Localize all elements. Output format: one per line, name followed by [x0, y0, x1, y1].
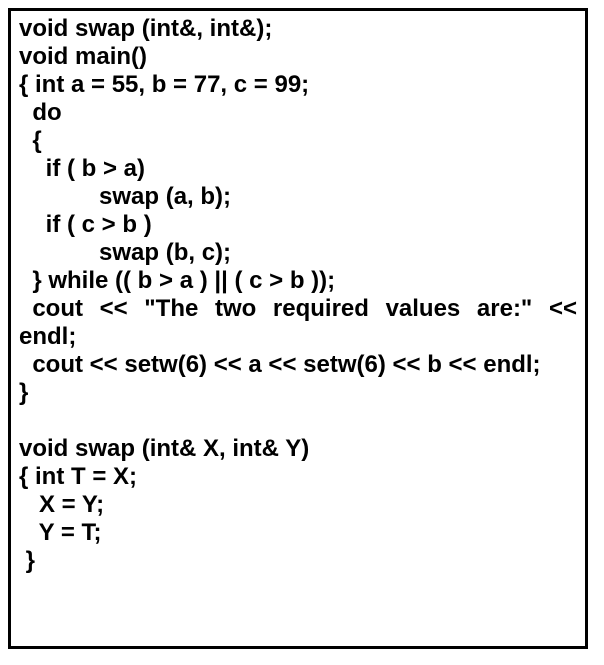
code-line: } [19, 379, 577, 407]
code-token: << [100, 295, 128, 323]
code-box: void swap (int&, int&);void main(){ int … [8, 8, 588, 649]
gap [256, 295, 273, 323]
code-line: X = Y; [19, 491, 577, 519]
code-container: void swap (int&, int&);void main(){ int … [19, 15, 577, 575]
gap [369, 295, 386, 323]
code-token: two [215, 295, 256, 323]
code-line: void swap (int& X, int& Y) [19, 435, 577, 463]
code-line: void main() [19, 43, 577, 71]
gap [83, 295, 100, 323]
code-line: cout << setw(6) << a << setw(6) << b << … [19, 351, 577, 379]
gap [460, 295, 477, 323]
code-line: void swap (int&, int&); [19, 15, 577, 43]
code-token: required [273, 295, 369, 323]
code-line: { int T = X; [19, 463, 577, 491]
code-token: "The [144, 295, 198, 323]
gap [198, 295, 215, 323]
code-line: { [19, 127, 577, 155]
code-line: do [19, 99, 577, 127]
code-line: swap (b, c); [19, 239, 577, 267]
code-line: { int a = 55, b = 77, c = 99; [19, 71, 577, 99]
code-line: endl; [19, 323, 577, 351]
code-token: << [549, 295, 577, 323]
code-line: if ( b > a) [19, 155, 577, 183]
code-line [19, 407, 577, 435]
code-token: values [386, 295, 461, 323]
code-line: } while (( b > a ) || ( c > b )); [19, 267, 577, 295]
code-token: cout [19, 295, 83, 323]
gap [128, 295, 145, 323]
code-line: if ( c > b ) [19, 211, 577, 239]
code-line: } [19, 547, 577, 575]
code-line-justified: cout << "The two required values are:" << [19, 295, 577, 323]
code-line: Y = T; [19, 519, 577, 547]
gap [532, 295, 549, 323]
code-token: are:" [477, 295, 532, 323]
code-line: swap (a, b); [19, 183, 577, 211]
